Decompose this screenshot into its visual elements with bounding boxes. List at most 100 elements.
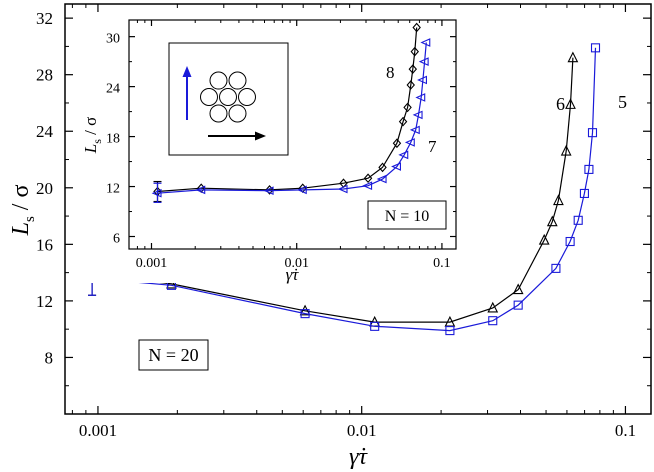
data-point-marker — [409, 125, 420, 135]
inset-y-tick-label: 24 — [106, 82, 120, 97]
main-y-tick-label: 16 — [36, 235, 53, 254]
main-curve-label-6: 6 — [556, 94, 565, 114]
data-point-marker — [546, 215, 558, 227]
data-point-marker — [337, 184, 348, 194]
data-point-marker — [398, 150, 409, 160]
data-point-marker — [567, 51, 579, 63]
inset-n-box-label: N = 10 — [385, 208, 430, 225]
data-point-marker — [392, 138, 402, 149]
inset-plot-frame — [128, 19, 457, 250]
schematic-disk — [200, 88, 218, 106]
inset-n-box-frame — [367, 200, 447, 230]
data-point-marker — [300, 309, 310, 319]
data-point-marker — [584, 164, 594, 174]
main-x-tick-label: 0.001 — [79, 421, 117, 440]
data-point-marker — [417, 75, 427, 85]
data-point-marker — [488, 316, 498, 326]
main-plot: 0.001 0.01 0.1 8 12 16 20 24 28 32 γ̇τ L… — [8, 3, 652, 470]
schematic-disk — [228, 71, 247, 90]
data-point-marker — [560, 144, 572, 156]
inset-y-tick-label: 6 — [113, 232, 120, 247]
data-point-marker — [263, 186, 274, 196]
main-plot-frame — [64, 3, 652, 415]
schematic-disk — [228, 104, 247, 123]
data-point-marker — [151, 188, 162, 198]
schematic-disk — [209, 71, 228, 90]
inset-y-axis-title: Ls / σ — [81, 117, 104, 155]
main-x-axis-title: γ̇τ — [349, 444, 368, 470]
main-x-tick-label: 0.01 — [347, 421, 377, 440]
flow-arrow-icon — [208, 131, 266, 141]
data-point-marker — [404, 138, 415, 147]
gradient-arrow-icon — [182, 66, 192, 120]
schematic-disk — [209, 104, 228, 123]
inset-curve-label-8: 8 — [386, 63, 395, 82]
data-point-marker — [299, 304, 311, 316]
main-n-box: N = 20 — [138, 339, 209, 371]
main-n-box-label: N = 20 — [148, 345, 198, 365]
data-point-marker — [412, 110, 423, 120]
data-point-marker — [512, 283, 524, 295]
data-point-marker — [538, 233, 550, 245]
data-point-marker — [363, 173, 373, 184]
main-x-tick-labels: 0.001 0.01 0.1 — [79, 421, 636, 440]
main-y-tick-labels: 8 12 16 20 24 28 32 — [36, 9, 54, 367]
data-point-marker — [296, 185, 307, 195]
inset-x-axis-title: γ̇τ — [286, 265, 300, 284]
data-point-marker — [587, 128, 598, 138]
main-n-box-frame — [138, 339, 209, 371]
main-y-tick-label: 8 — [45, 348, 54, 367]
data-point-marker — [573, 215, 583, 225]
data-point-marker — [362, 181, 373, 191]
data-point-marker — [553, 194, 564, 206]
data-point-marker — [403, 102, 412, 113]
series-line — [92, 57, 574, 323]
main-y-tick-label: 20 — [36, 179, 53, 198]
schematic-disks — [200, 71, 256, 123]
data-point-marker — [406, 80, 415, 90]
data-point-marker — [376, 174, 387, 184]
data-point-marker — [565, 236, 575, 247]
main-y-tick-label: 24 — [36, 122, 54, 141]
inset-x-tick-labels: 0.001 0.01 0.1 — [136, 256, 451, 271]
series-line — [157, 27, 418, 193]
data-point-marker — [408, 64, 418, 74]
main-curve-label-5: 5 — [618, 92, 627, 112]
schematic-disk — [219, 88, 237, 106]
inset-y-tick-label: 12 — [106, 182, 120, 197]
data-point-marker — [565, 98, 576, 109]
main-y-tick-label: 28 — [36, 66, 53, 85]
main-y-axis-title: Ls / σ — [8, 185, 38, 237]
main-axis-ticks — [65, 4, 651, 414]
data-point-marker — [420, 38, 431, 47]
main-x-tick-label: 0.1 — [615, 421, 636, 440]
data-point-marker — [551, 263, 561, 273]
inset-y-tick-label: 18 — [106, 132, 120, 147]
inset-curve-label-7: 7 — [428, 137, 437, 156]
data-point-marker — [195, 185, 206, 195]
data-point-marker — [487, 301, 499, 313]
data-point-marker — [370, 321, 380, 331]
inset-x-tick-label: 0.001 — [136, 256, 168, 271]
data-point-marker — [166, 277, 177, 289]
main-y-tick-label: 12 — [36, 292, 53, 311]
main-y-tick-label: 32 — [36, 9, 53, 28]
inset-axis-ticks — [129, 20, 456, 249]
data-point-marker — [415, 93, 426, 102]
inset-series-layer — [151, 22, 431, 203]
data-point-marker — [418, 57, 429, 66]
data-point-marker — [265, 185, 274, 195]
data-point-marker — [412, 22, 421, 33]
data-point-marker — [398, 116, 408, 127]
inset-y-tick-labels: 6 12 18 24 30 — [106, 32, 120, 247]
series-7 — [151, 38, 431, 203]
data-point-marker — [590, 43, 601, 53]
data-point-marker — [513, 300, 523, 310]
data-point-marker — [445, 326, 455, 336]
data-point-marker — [579, 188, 589, 198]
schematic — [168, 42, 289, 156]
inset-y-tick-label: 30 — [106, 32, 120, 47]
data-point-marker — [391, 162, 401, 171]
inset-x-tick-label: 0.1 — [433, 256, 451, 271]
